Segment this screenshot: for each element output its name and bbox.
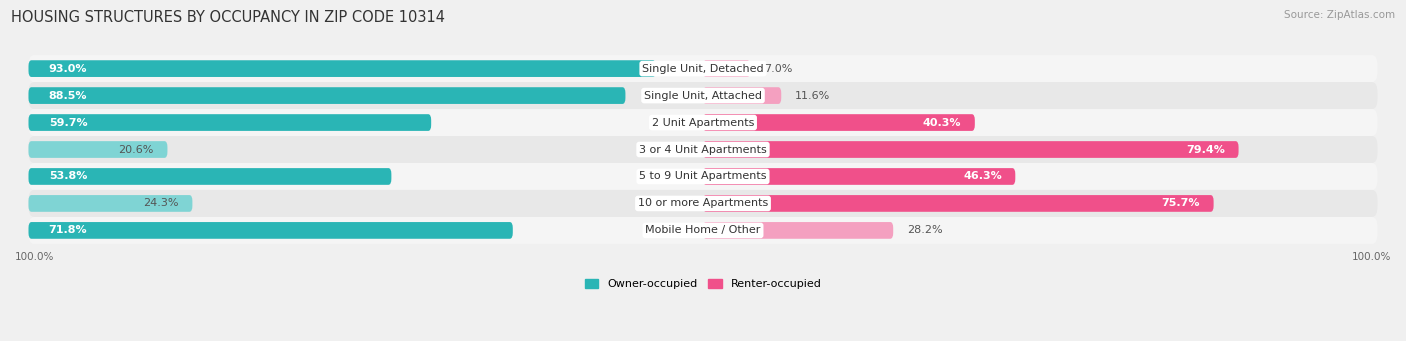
Legend: Owner-occupied, Renter-occupied: Owner-occupied, Renter-occupied <box>581 274 825 294</box>
Text: Source: ZipAtlas.com: Source: ZipAtlas.com <box>1284 10 1395 20</box>
Text: 20.6%: 20.6% <box>118 145 153 154</box>
Text: 40.3%: 40.3% <box>922 118 962 128</box>
FancyBboxPatch shape <box>28 163 1378 190</box>
FancyBboxPatch shape <box>28 114 432 131</box>
FancyBboxPatch shape <box>28 222 513 239</box>
FancyBboxPatch shape <box>28 190 1378 217</box>
FancyBboxPatch shape <box>28 82 1378 109</box>
Text: 88.5%: 88.5% <box>49 91 87 101</box>
Text: 75.7%: 75.7% <box>1161 198 1201 208</box>
Text: 5 to 9 Unit Apartments: 5 to 9 Unit Apartments <box>640 172 766 181</box>
Text: Mobile Home / Other: Mobile Home / Other <box>645 225 761 235</box>
Text: 100.0%: 100.0% <box>1351 252 1391 262</box>
FancyBboxPatch shape <box>28 87 626 104</box>
FancyBboxPatch shape <box>28 55 1378 82</box>
Text: HOUSING STRUCTURES BY OCCUPANCY IN ZIP CODE 10314: HOUSING STRUCTURES BY OCCUPANCY IN ZIP C… <box>11 10 446 25</box>
FancyBboxPatch shape <box>703 195 1213 212</box>
FancyBboxPatch shape <box>28 195 193 212</box>
FancyBboxPatch shape <box>28 217 1378 244</box>
FancyBboxPatch shape <box>703 141 1239 158</box>
Text: 53.8%: 53.8% <box>49 172 87 181</box>
Text: Single Unit, Attached: Single Unit, Attached <box>644 91 762 101</box>
Text: 46.3%: 46.3% <box>963 172 1002 181</box>
Text: 100.0%: 100.0% <box>15 252 55 262</box>
Text: Single Unit, Detached: Single Unit, Detached <box>643 64 763 74</box>
FancyBboxPatch shape <box>703 222 893 239</box>
Text: 59.7%: 59.7% <box>49 118 87 128</box>
FancyBboxPatch shape <box>703 87 782 104</box>
Text: 28.2%: 28.2% <box>907 225 942 235</box>
FancyBboxPatch shape <box>28 168 391 185</box>
Text: 93.0%: 93.0% <box>49 64 87 74</box>
Text: 10 or more Apartments: 10 or more Apartments <box>638 198 768 208</box>
Text: 71.8%: 71.8% <box>49 225 87 235</box>
Text: 3 or 4 Unit Apartments: 3 or 4 Unit Apartments <box>640 145 766 154</box>
FancyBboxPatch shape <box>703 168 1015 185</box>
FancyBboxPatch shape <box>28 141 167 158</box>
FancyBboxPatch shape <box>28 60 655 77</box>
FancyBboxPatch shape <box>703 114 974 131</box>
FancyBboxPatch shape <box>28 109 1378 136</box>
FancyBboxPatch shape <box>703 60 751 77</box>
Text: 2 Unit Apartments: 2 Unit Apartments <box>652 118 754 128</box>
Text: 79.4%: 79.4% <box>1187 145 1225 154</box>
Text: 7.0%: 7.0% <box>763 64 792 74</box>
Text: 24.3%: 24.3% <box>143 198 179 208</box>
Text: 11.6%: 11.6% <box>794 91 830 101</box>
FancyBboxPatch shape <box>28 136 1378 163</box>
